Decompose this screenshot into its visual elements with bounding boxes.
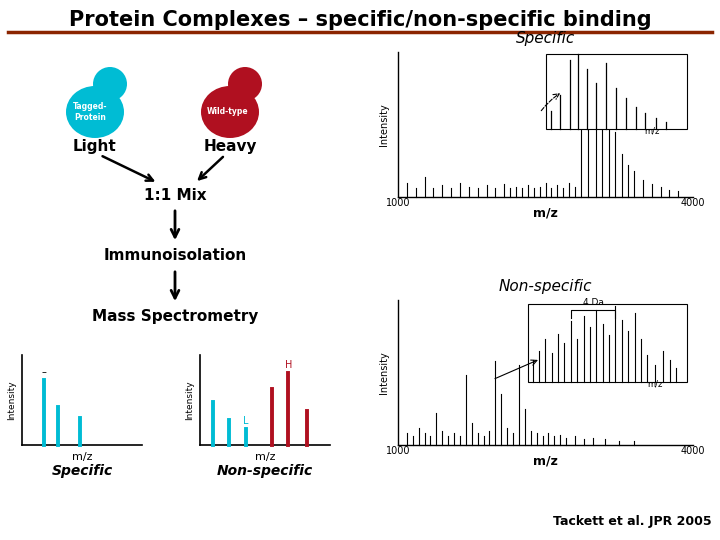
Text: Light: Light xyxy=(73,138,117,153)
Text: m/z: m/z xyxy=(533,207,558,220)
Ellipse shape xyxy=(201,86,259,138)
Text: 4 Da: 4 Da xyxy=(582,298,603,307)
Text: H: H xyxy=(284,360,292,370)
Text: Specific: Specific xyxy=(51,464,112,478)
Text: 4000: 4000 xyxy=(680,198,706,208)
Ellipse shape xyxy=(66,86,124,138)
Text: Tagged-
Protein: Tagged- Protein xyxy=(73,102,107,122)
Text: Non-specific: Non-specific xyxy=(499,279,593,294)
Text: Specific: Specific xyxy=(516,30,575,45)
Text: Wild-type: Wild-type xyxy=(207,107,249,117)
Circle shape xyxy=(93,67,127,101)
Text: 1000: 1000 xyxy=(386,446,410,456)
Bar xyxy=(528,304,687,382)
Text: Intensity: Intensity xyxy=(186,380,194,420)
Text: Intensity: Intensity xyxy=(379,351,389,394)
Text: m/z: m/z xyxy=(647,379,663,388)
Text: m/z: m/z xyxy=(255,452,275,462)
Text: Tackett et al. JPR 2005: Tackett et al. JPR 2005 xyxy=(554,515,712,528)
Text: L: L xyxy=(243,416,248,426)
Text: m/z: m/z xyxy=(72,452,92,462)
Bar xyxy=(546,54,687,130)
Circle shape xyxy=(228,67,262,101)
Text: m/z: m/z xyxy=(644,126,660,136)
Text: 1000: 1000 xyxy=(386,198,410,208)
Text: –: – xyxy=(41,367,46,377)
Text: Mass Spectrometry: Mass Spectrometry xyxy=(92,309,258,325)
Text: Immunoisolation: Immunoisolation xyxy=(104,248,247,264)
Text: Heavy: Heavy xyxy=(203,138,257,153)
Text: Non-specific: Non-specific xyxy=(217,464,313,478)
Text: Intensity: Intensity xyxy=(379,103,389,146)
Text: Protein Complexes – specific/non-specific binding: Protein Complexes – specific/non-specifi… xyxy=(68,10,652,30)
Text: 4000: 4000 xyxy=(680,446,706,456)
Text: Intensity: Intensity xyxy=(7,380,17,420)
Text: m/z: m/z xyxy=(533,455,558,468)
Text: 1:1 Mix: 1:1 Mix xyxy=(144,187,207,202)
